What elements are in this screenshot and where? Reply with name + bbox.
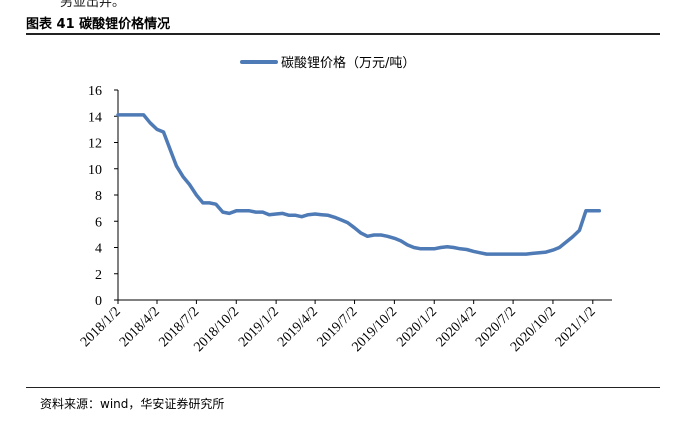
y-tick-label: 14 bbox=[88, 110, 102, 125]
top-rule bbox=[26, 33, 660, 35]
x-tick-label: 2020/4/2 bbox=[434, 304, 480, 350]
y-tick-label: 16 bbox=[88, 84, 102, 99]
plot-area bbox=[116, 113, 602, 256]
legend-label: 碳酸锂价格（万元/吨） bbox=[281, 55, 415, 71]
x-tick-label: 2020/1/2 bbox=[394, 304, 440, 350]
y-tick-label: 0 bbox=[95, 294, 102, 309]
y-tick-label: 2 bbox=[95, 268, 102, 283]
x-tick-label: 2018/1/2 bbox=[78, 304, 124, 350]
x-tick-label: 2019/4/2 bbox=[275, 304, 321, 350]
y-tick-label: 10 bbox=[88, 163, 102, 178]
legend: 碳酸锂价格（万元/吨） bbox=[240, 55, 415, 71]
x-tick-label: 2018/4/2 bbox=[117, 304, 163, 350]
y-tick-label: 12 bbox=[88, 137, 102, 152]
bottom-rule bbox=[26, 387, 660, 388]
source-note: 资料来源：wind，华安证券研究所 bbox=[40, 397, 225, 411]
y-tick-label: 4 bbox=[95, 242, 102, 257]
x-tick-label: 2019/1/2 bbox=[236, 304, 282, 350]
cut-off-text: 另並出井。 bbox=[60, 0, 126, 10]
y-tick-label: 8 bbox=[95, 189, 102, 204]
figure-label: 图表 41 碳酸锂价格情况 bbox=[26, 17, 171, 32]
axes: 02468101214162018/1/22018/4/22018/7/2201… bbox=[78, 84, 612, 355]
y-tick-label: 6 bbox=[95, 215, 102, 230]
x-tick-label: 2021/1/2 bbox=[553, 304, 599, 350]
series-line bbox=[116, 113, 602, 256]
